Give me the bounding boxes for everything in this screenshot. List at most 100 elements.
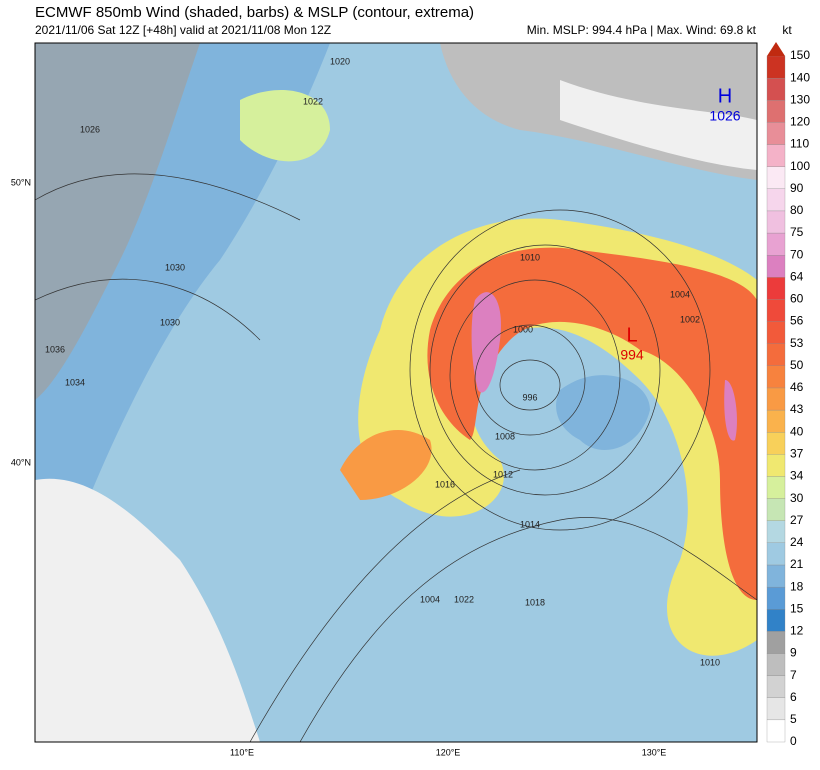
colorbar-label: 80 [790, 203, 804, 217]
colorbar-bin [766, 586, 786, 610]
map [35, 43, 757, 742]
colorbar-bin [766, 432, 786, 455]
contour-label: 1020 [330, 56, 350, 66]
contour-label: 1004 [420, 594, 440, 604]
subtitle: 2021/11/06 Sat 12Z [+48h] valid at 2021/… [35, 23, 331, 37]
colorbar-bin [766, 55, 786, 79]
colorbar-bin [766, 232, 786, 256]
contour-label: 1000 [513, 324, 533, 334]
colorbar-label: 56 [790, 314, 804, 328]
colorbar-unit: kt [782, 23, 792, 37]
colorbar-bin [766, 343, 786, 366]
contour-label: 1010 [700, 657, 720, 667]
map-frame [34, 42, 758, 743]
colorbar-bin [766, 100, 786, 123]
colorbar-label: 75 [790, 225, 804, 239]
colorbar-bin [766, 520, 786, 543]
colorbar-bin [766, 653, 786, 676]
colorbar-label: 130 [790, 92, 810, 106]
lon-label: 110°E [230, 747, 254, 757]
stats: Min. MSLP: 994.4 hPa | Max. Wind: 69.8 k… [527, 23, 757, 37]
colorbar-label: 43 [790, 402, 804, 416]
colorbar-bin [766, 321, 786, 344]
colorbar-bin [766, 564, 786, 588]
colorbar-arrow [767, 42, 785, 56]
contour-label: 1016 [435, 479, 455, 489]
colorbar-label: 9 [790, 646, 797, 660]
colorbar-label: 100 [790, 159, 810, 173]
colorbar-label: 30 [790, 491, 804, 505]
contour-label: 1026 [80, 124, 100, 134]
colorbar-bin [766, 631, 786, 654]
extremum-value: 994 [620, 347, 644, 363]
colorbar-bin [766, 609, 786, 632]
colorbar-bin [766, 498, 786, 521]
colorbar-bin [766, 675, 786, 698]
colorbar-label: 37 [790, 446, 804, 460]
colorbar-label: 90 [790, 181, 804, 195]
colorbar-bin [766, 387, 786, 411]
colorbar-bin [766, 122, 786, 145]
contour-label: 1010 [520, 252, 540, 262]
colorbar-label: 24 [790, 535, 804, 549]
colorbar-label: 40 [790, 424, 804, 438]
colorbar-label: 6 [790, 690, 797, 704]
colorbar-bin [766, 210, 786, 234]
contour-label: 1030 [165, 262, 185, 272]
contour-label: 1036 [45, 344, 65, 354]
lat-label: 50°N [11, 177, 31, 187]
colorbar-label: 0 [790, 734, 797, 748]
colorbar-label: 12 [790, 624, 804, 638]
colorbar-bin [766, 166, 786, 189]
extremum-symbol: H [718, 85, 732, 107]
colorbar-label: 140 [790, 70, 810, 84]
colorbar-bin [766, 409, 786, 433]
title: ECMWF 850mb Wind (shaded, barbs) & MSLP … [35, 4, 474, 21]
contour-label: 1018 [525, 597, 545, 607]
contour-label: 1004 [670, 289, 690, 299]
colorbar-bin [766, 144, 786, 167]
colorbar-bin [766, 365, 786, 389]
colorbar-label: 46 [790, 380, 804, 394]
extremum-symbol: L [626, 324, 637, 346]
colorbar-label: 120 [790, 115, 810, 129]
colorbar-label: 64 [790, 269, 804, 283]
colorbar-label: 53 [790, 336, 804, 350]
colorbar-bin [766, 255, 786, 278]
colorbar-label: 18 [790, 579, 804, 593]
colorbar-label: 5 [790, 712, 797, 726]
colorbar-bin [766, 454, 786, 477]
colorbar-label: 21 [790, 557, 804, 571]
colorbar-bin [766, 542, 786, 566]
contour-label: 1012 [493, 469, 513, 479]
colorbar-bin [766, 299, 786, 322]
colorbar-bin [766, 77, 786, 101]
colorbar-label: 15 [790, 601, 804, 615]
colorbar-label: 7 [790, 668, 797, 682]
contour-label: 1022 [303, 96, 323, 106]
lat-label: 40°N [11, 457, 31, 467]
colorbar-bin [766, 719, 786, 743]
extremum-value: 1026 [709, 108, 740, 124]
colorbar-label: 110 [790, 137, 809, 151]
colorbar-bin [766, 697, 786, 721]
colorbar-label: 70 [790, 247, 804, 261]
contour-label: 1014 [520, 519, 540, 529]
contour-label: 1008 [495, 431, 515, 441]
contour-label: 1034 [65, 377, 85, 387]
contour-label: 1022 [454, 594, 474, 604]
colorbar-bin [766, 188, 786, 212]
colorbar-bin [766, 476, 786, 499]
colorbar-label: 34 [790, 469, 804, 483]
lon-label: 130°E [642, 747, 667, 757]
colorbar-label: 60 [790, 292, 804, 306]
colorbar-bin [766, 277, 786, 300]
colorbar-label: 50 [790, 358, 804, 372]
contour-label: 1030 [160, 317, 180, 327]
contour-label: 1002 [680, 314, 700, 324]
colorbar-label: 150 [790, 48, 810, 62]
colorbar-label: 27 [790, 513, 804, 527]
contour-label: 996 [522, 392, 537, 402]
lon-label: 120°E [436, 747, 461, 757]
